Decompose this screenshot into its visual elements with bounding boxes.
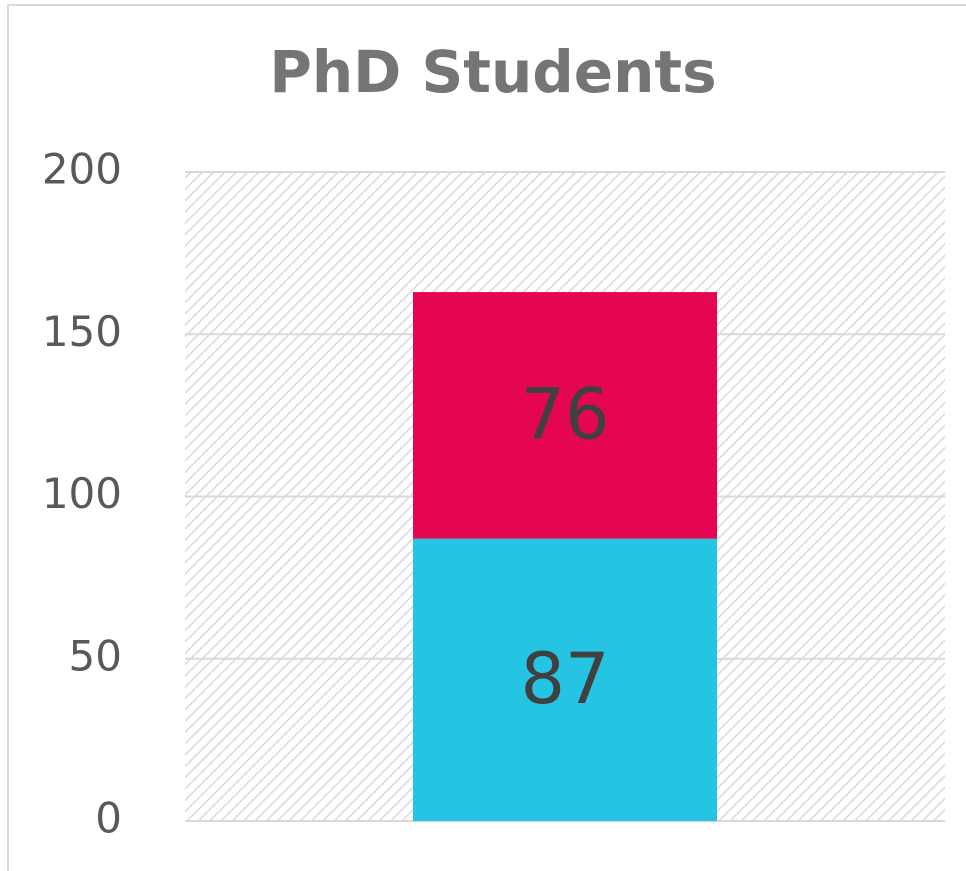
y-tick-label: 100 (42, 469, 122, 518)
y-tick-label: 50 (69, 631, 122, 680)
y-tick-label: 0 (95, 794, 122, 843)
chart-border (7, 4, 966, 871)
chart-title: PhD Students (269, 38, 716, 106)
y-tick-label: 150 (42, 307, 122, 356)
data-label: 87 (520, 638, 609, 720)
bar-segment (413, 292, 717, 539)
bar-segment (413, 538, 717, 821)
y-tick-label: 200 (42, 145, 122, 194)
data-label: 76 (520, 373, 609, 455)
